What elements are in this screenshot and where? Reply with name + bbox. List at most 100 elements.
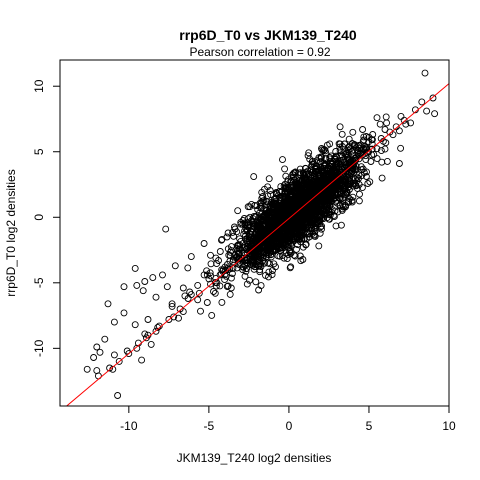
data-point [294,179,302,187]
data-point [378,174,386,182]
data-point [207,260,215,268]
data-point [348,166,355,174]
data-point [294,231,302,239]
data-point [241,272,249,280]
data-point [275,217,283,225]
data-point [365,138,373,146]
data-point [279,240,287,248]
data-point [210,288,217,295]
data-point [212,282,220,290]
data-point [325,176,333,184]
data-point [284,178,292,185]
data-point [359,165,367,173]
data-point [83,365,91,373]
data-point [152,293,160,301]
data-point [291,252,299,260]
data-point [283,207,291,215]
data-point [253,234,261,242]
data-point [243,235,251,243]
data-point [149,274,157,282]
data-point [243,280,251,288]
data-point [273,242,281,250]
data-point [237,254,245,262]
data-point [298,179,306,187]
data-point [255,286,263,294]
data-point [353,173,361,181]
data-point [295,222,302,230]
x-tick-label: 10 [442,419,456,433]
data-point [234,207,242,215]
data-point [323,141,331,149]
data-point [395,127,403,135]
data-point [229,258,237,266]
x-tick-label: -5 [204,419,215,433]
data-point [240,230,248,238]
data-point [249,253,257,261]
data-point [402,120,410,128]
data-point [104,300,112,308]
data-point [249,256,257,264]
data-point [358,151,366,159]
data-point [341,187,349,195]
data-point [216,248,224,255]
data-point [370,150,378,158]
data-point [224,229,232,237]
data-point [110,351,118,359]
data-point [270,240,278,248]
data-point [359,126,367,133]
data-point [337,185,345,193]
data-point [281,165,289,173]
data-point [267,253,275,261]
data-point [224,245,232,253]
data-point [280,182,288,190]
data-point [195,289,203,297]
data-point [266,260,273,268]
data-point [90,354,98,361]
data-point [331,194,339,202]
data-point [265,236,272,244]
data-point [407,119,415,127]
data-point [235,245,243,253]
data-point [207,280,214,288]
data-point [243,249,251,257]
data-point [212,274,220,282]
data-point [255,219,263,227]
data-points [83,69,439,399]
data-point [197,307,204,315]
data-point [181,292,189,300]
data-point [338,130,346,138]
data-point [306,215,314,223]
data-point [260,197,268,205]
data-point [265,175,273,183]
data-point [277,240,285,248]
data-point [356,190,363,198]
y-tick-label: -5 [32,277,46,288]
data-point [279,156,286,164]
data-point [297,257,305,265]
x-axis-label: JKM139_T240 log2 densities [177,451,332,465]
data-point [351,141,358,149]
data-point [336,140,344,148]
data-point [223,283,231,290]
data-point [349,193,357,201]
data-point [301,207,309,215]
data-point [400,116,408,124]
data-point [200,240,208,247]
data-point [302,240,310,248]
data-point [168,300,176,308]
data-point [378,158,386,166]
data-point [233,253,241,261]
data-point [258,230,266,238]
data-point [288,178,296,185]
data-point [344,198,352,205]
data-point [272,190,280,197]
data-point [377,147,385,155]
data-point [114,392,122,399]
data-point [257,234,265,242]
data-point [263,198,271,206]
data-point [315,242,323,250]
data-point [186,288,194,296]
data-point [240,243,248,251]
data-point [194,296,202,304]
